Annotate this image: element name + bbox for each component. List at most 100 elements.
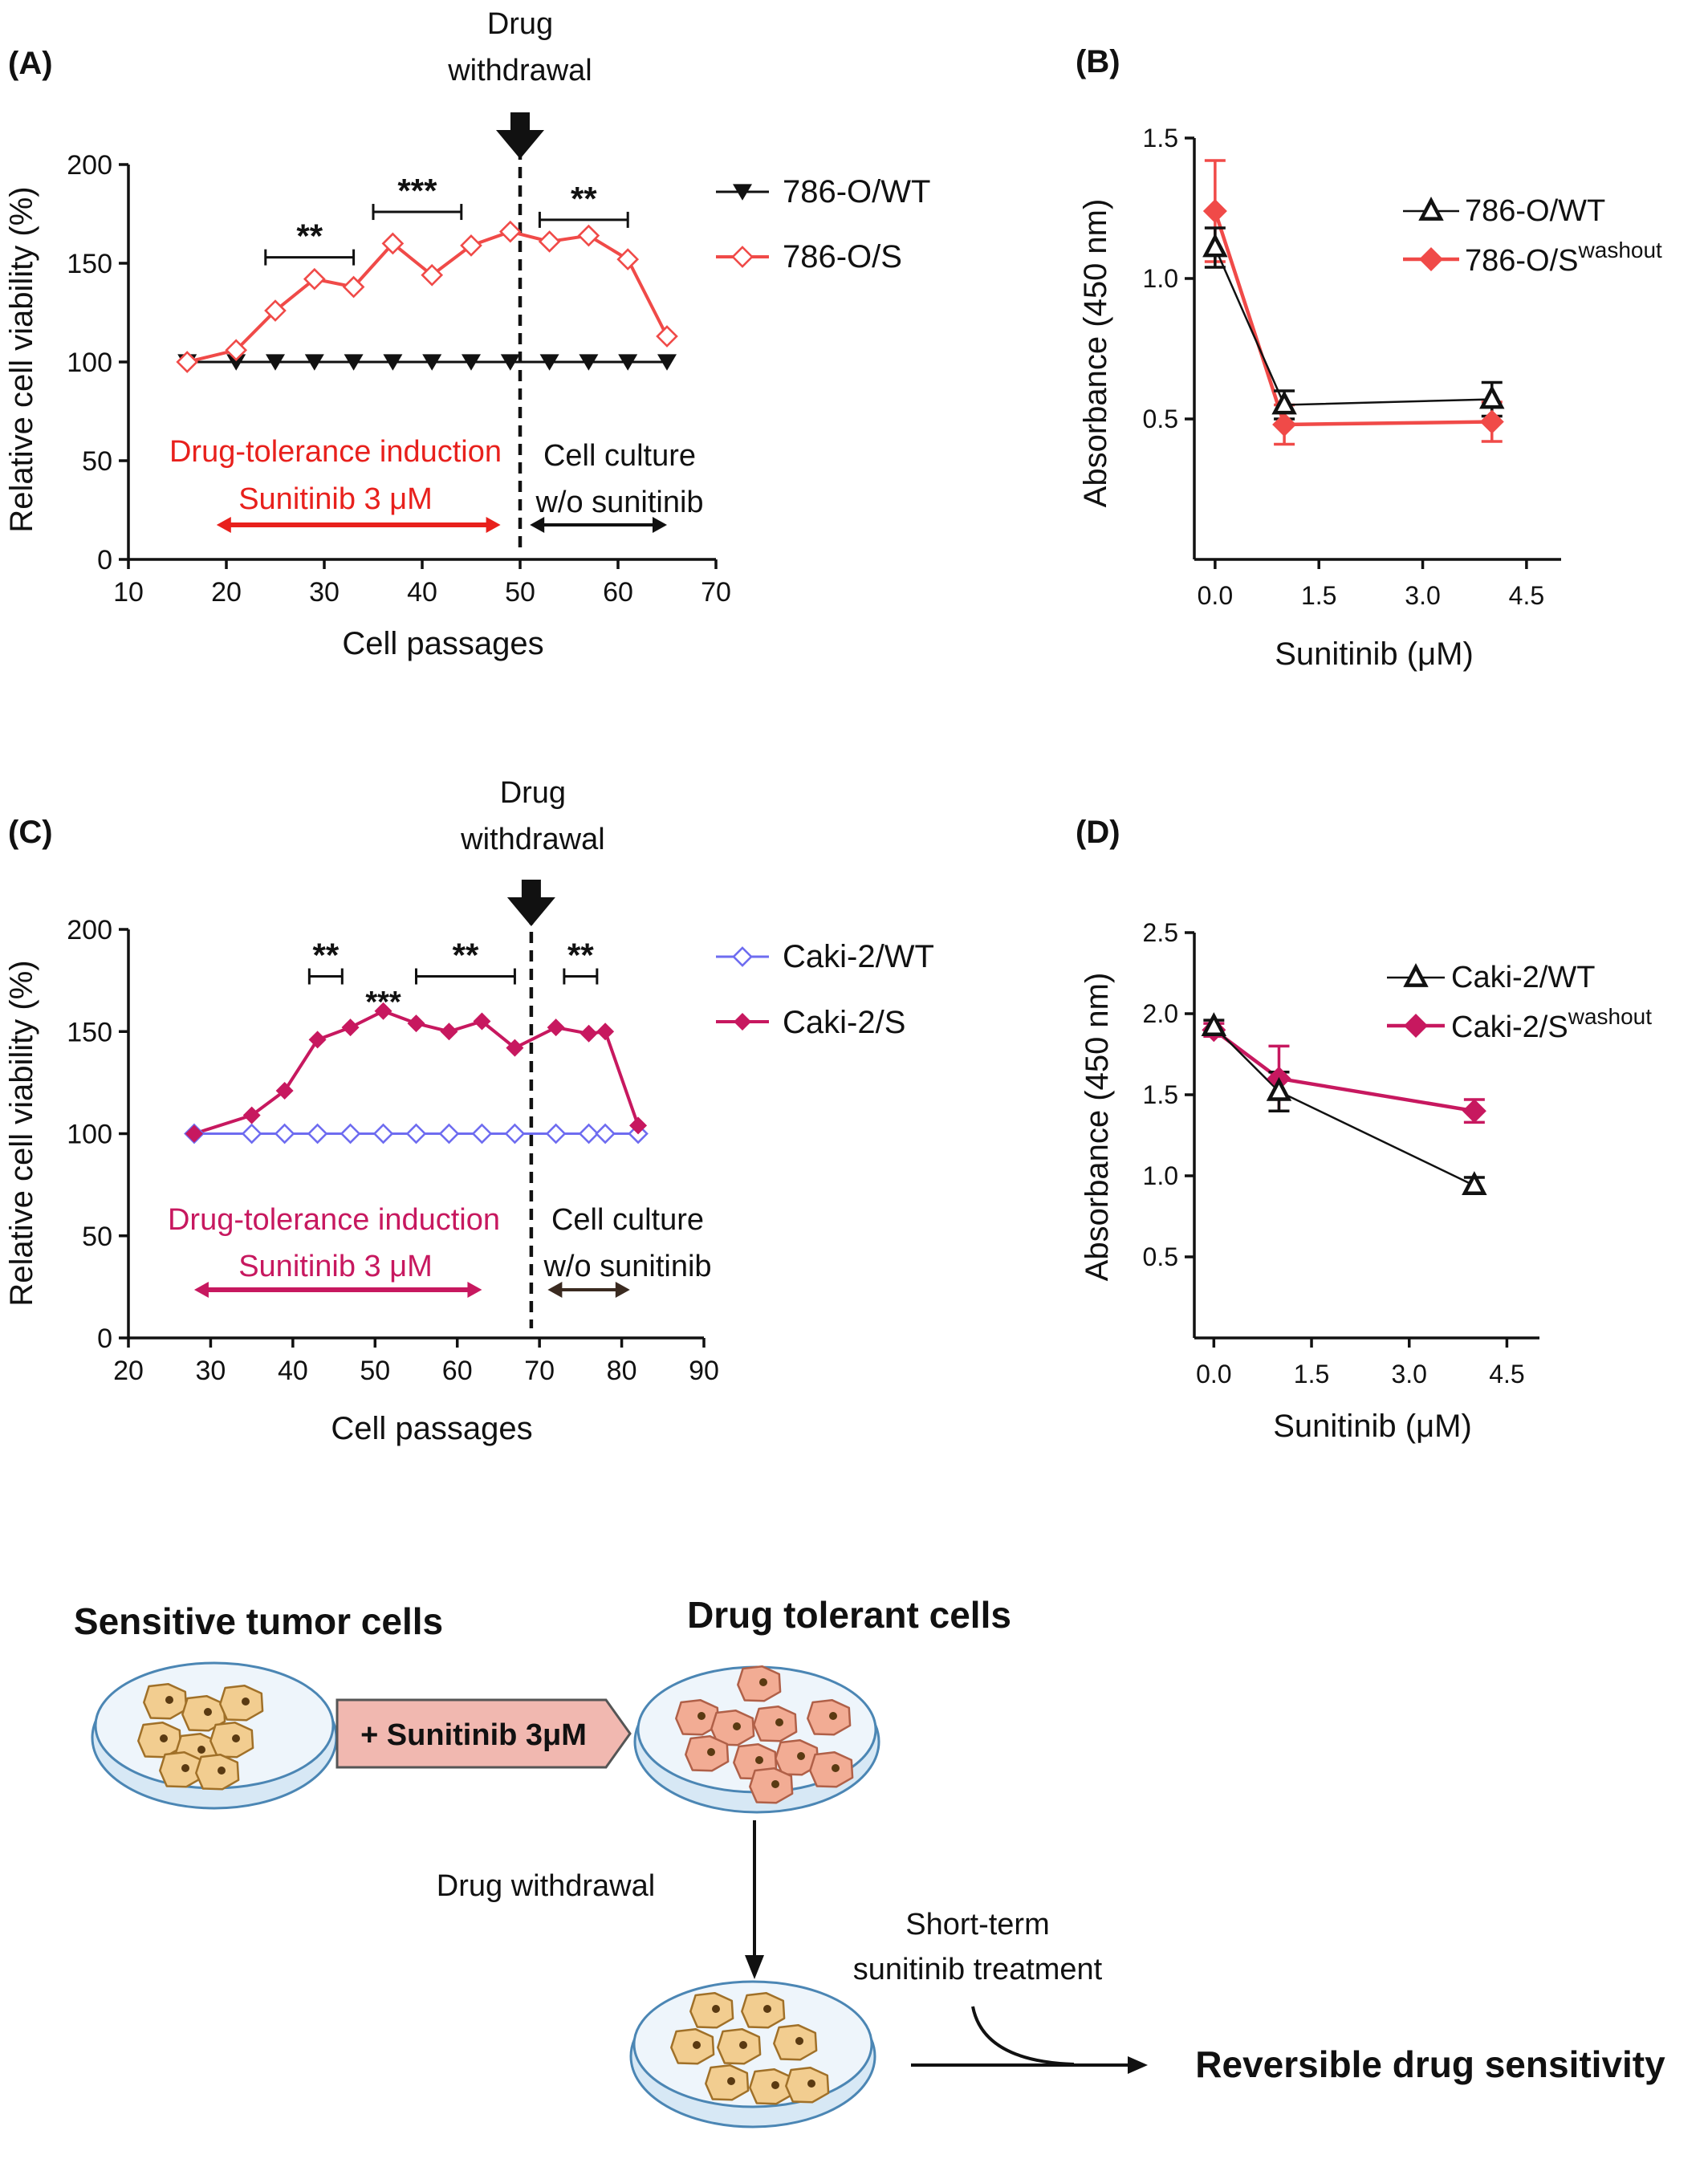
series-1-point: [504, 1123, 526, 1145]
series-2-point: [1202, 199, 1227, 223]
cell-nucleus: [832, 1764, 840, 1772]
panel-a-legend-label-1: 786-O/WT: [783, 174, 930, 209]
result-label: Reversible drug sensitivity: [1195, 2043, 1665, 2085]
legend-marker-2: [1404, 1014, 1428, 1038]
series-2-point: [538, 230, 561, 253]
tolerant-cell-cluster: [675, 1665, 854, 1804]
panel-c-induction-line1: Drug-tolerance induction: [168, 1203, 500, 1237]
series-2-line: [1212, 1028, 1475, 1113]
series-2-point: [421, 263, 444, 287]
panel-c-legend-label-2: Caki-2/S: [783, 1005, 905, 1040]
panel-a-ylabel: Relative cell viability (%): [4, 186, 39, 532]
cell: [749, 1767, 794, 1804]
significance-label: **: [571, 180, 597, 218]
significance-label: ***: [397, 172, 437, 209]
series-2-point: [308, 1031, 327, 1049]
x-tick-label: 70: [701, 577, 731, 608]
panel-d-ylabel: Absorbance (450 nm): [1080, 973, 1115, 1282]
panel-b-legend-label-2-name: 786-O/S: [1465, 244, 1579, 278]
cell-nucleus: [697, 1712, 706, 1720]
series-1-point: [462, 354, 481, 371]
cell-nucleus: [165, 1696, 173, 1704]
panel-c-culture-line1: Cell culture: [551, 1203, 704, 1237]
panel-b-legend-label-2: 786-O/Swashout: [1465, 238, 1662, 278]
culture-range-arrow-head-left: [530, 517, 545, 533]
tolerant-cells-title: Drug tolerant cells: [687, 1594, 1011, 1636]
reversed-dish: [629, 1980, 876, 2128]
y-tick-label: 200: [67, 150, 112, 181]
significance-label: ***: [365, 986, 401, 1019]
cell-nucleus: [727, 2077, 735, 2085]
panel-a-culture-line2: w/o sunitinib: [535, 486, 703, 519]
cell-nucleus: [795, 2037, 803, 2045]
panel-c-withdrawal-line2: withdrawal: [460, 823, 605, 856]
y-tick-label: 2.0: [1143, 999, 1178, 1028]
cell-nucleus: [807, 2080, 815, 2088]
series-2-point: [225, 339, 248, 362]
cell-nucleus: [204, 1708, 212, 1716]
series-2-point: [596, 1023, 615, 1041]
cell-nucleus: [775, 1718, 783, 1726]
panel-a-induction-line1: Drug-tolerance induction: [169, 435, 502, 469]
cell: [219, 1684, 264, 1722]
series-2-point: [1272, 413, 1297, 437]
induction-range-arrow-head-right: [467, 1282, 482, 1298]
induction-range-arrow-head-left: [216, 517, 231, 533]
panel-a-withdrawal-line1: Drug: [487, 7, 553, 41]
panel-b-ylabel: Absorbance (450 nm): [1078, 199, 1113, 508]
panel-c-induction-line2: Sunitinib 3 μM: [238, 1250, 433, 1283]
series-2-point: [341, 1018, 360, 1037]
cell: [753, 1705, 798, 1742]
y-tick-label: 150: [67, 249, 112, 279]
series-1-point: [1462, 1171, 1487, 1195]
series-1-point: [304, 354, 324, 371]
cell-nucleus: [181, 1764, 189, 1772]
treatment-arrow-shape: [336, 1698, 632, 1769]
series-1-point: [241, 1123, 262, 1145]
series-1-point: [471, 1123, 493, 1145]
series-2-point: [275, 1082, 294, 1100]
series-1-point: [1266, 1076, 1292, 1101]
panel-d-legend-label-2: Caki-2/Swashout: [1451, 1004, 1652, 1044]
panel-b-legend: 786-O/WT 786-O/Swashout: [1403, 194, 1662, 278]
tolerant-dish: [633, 1665, 880, 1814]
cell-nucleus: [755, 1756, 763, 1764]
induction-range-arrow-head-left: [193, 1282, 209, 1298]
series-1-point: [1271, 390, 1297, 415]
x-tick-label: 60: [603, 577, 633, 608]
y-tick-label: 1.0: [1143, 264, 1178, 293]
panel-c-xlabel: Cell passages: [331, 1411, 532, 1446]
x-tick-label: 40: [278, 1356, 308, 1386]
x-tick-label: 70: [524, 1356, 555, 1386]
series-1-point: [344, 354, 364, 371]
cell: [209, 1721, 254, 1758]
x-tick-label: 30: [196, 1356, 226, 1386]
significance-label: **: [567, 937, 594, 974]
cell-nucleus: [759, 1678, 767, 1686]
series-1-point: [405, 1123, 427, 1145]
cell: [159, 1750, 204, 1788]
panel-b-legend-label-1: 786-O/WT: [1465, 194, 1605, 228]
panel-d-xlabel: Sunitinib (μM): [1273, 1409, 1472, 1444]
panel-a-legend: 786-O/WT 786-O/S: [716, 174, 930, 274]
short-term-line2: sunitinib treatment: [853, 1953, 1103, 1986]
reversed-cell-cluster: [670, 1991, 830, 2105]
panel-d-legend-label-1: Caki-2/WT: [1451, 961, 1595, 994]
y-tick-label: 1.0: [1143, 1161, 1178, 1190]
series-1-point: [422, 354, 442, 371]
y-tick-label: 0.5: [1143, 405, 1178, 433]
series-1-point: [266, 354, 285, 371]
panel-b-legend-label-2-sup: washout: [1578, 238, 1663, 262]
cell: [809, 1750, 854, 1788]
induction-range-arrow-head-right: [486, 517, 501, 533]
series-2-point: [1479, 409, 1504, 434]
series-1-point: [657, 354, 677, 371]
series-1-point: [372, 1123, 394, 1145]
cell: [689, 1991, 734, 2029]
x-tick-label: 20: [211, 577, 242, 608]
cell: [773, 2023, 818, 2061]
series-1-point: [340, 1123, 361, 1145]
